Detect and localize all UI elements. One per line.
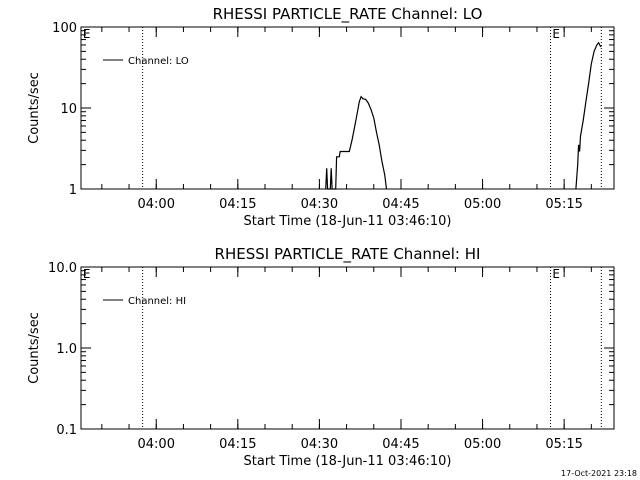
footer-timestamp: 17-Oct-2021 23:18 — [561, 469, 637, 478]
legend-label: Channel: HI — [128, 296, 186, 307]
x-tick-label: 04:30 — [301, 437, 338, 452]
legend-label: Channel: LO — [128, 56, 189, 67]
x-tick-label: 05:15 — [545, 197, 582, 212]
y-tick-label: 1 — [69, 183, 77, 198]
x-tick-label: 04:45 — [382, 197, 419, 212]
event-marker-label: E — [552, 27, 560, 41]
y-tick-label: 10 — [60, 102, 77, 117]
x-tick-label: 04:00 — [138, 437, 175, 452]
series-line — [575, 41, 602, 190]
series-line — [325, 95, 388, 190]
x-tick-label: 04:30 — [301, 197, 338, 212]
x-tick-label: 04:45 — [382, 437, 419, 452]
y-tick-label: 100 — [52, 21, 77, 36]
event-marker-label: E — [83, 267, 91, 281]
event-marker-label: E — [83, 27, 91, 41]
y-axis-label: Counts/sec — [27, 312, 42, 384]
event-marker-label: E — [552, 267, 560, 281]
x-tick-label: 04:15 — [219, 197, 256, 212]
y-tick-label: 1.0 — [56, 342, 77, 357]
x-axis-label: Start Time (18-Jun-11 03:46:10) — [244, 214, 452, 229]
plot-frame — [80, 26, 615, 190]
x-tick-label: 05:00 — [464, 437, 501, 452]
x-tick-label: 04:00 — [138, 197, 175, 212]
y-tick-label: 10.0 — [48, 261, 77, 276]
plot-frame — [80, 266, 615, 430]
x-axis-label: Start Time (18-Jun-11 03:46:10) — [244, 454, 452, 469]
y-axis-label: Counts/sec — [27, 72, 42, 144]
x-tick-label: 05:00 — [464, 197, 501, 212]
y-tick-label: 0.1 — [56, 423, 77, 438]
chart-title: RHESSI PARTICLE_RATE Channel: HI — [215, 245, 481, 264]
x-tick-label: 05:15 — [545, 437, 582, 452]
chart-title: RHESSI PARTICLE_RATE Channel: LO — [213, 5, 483, 24]
x-tick-label: 04:15 — [219, 437, 256, 452]
